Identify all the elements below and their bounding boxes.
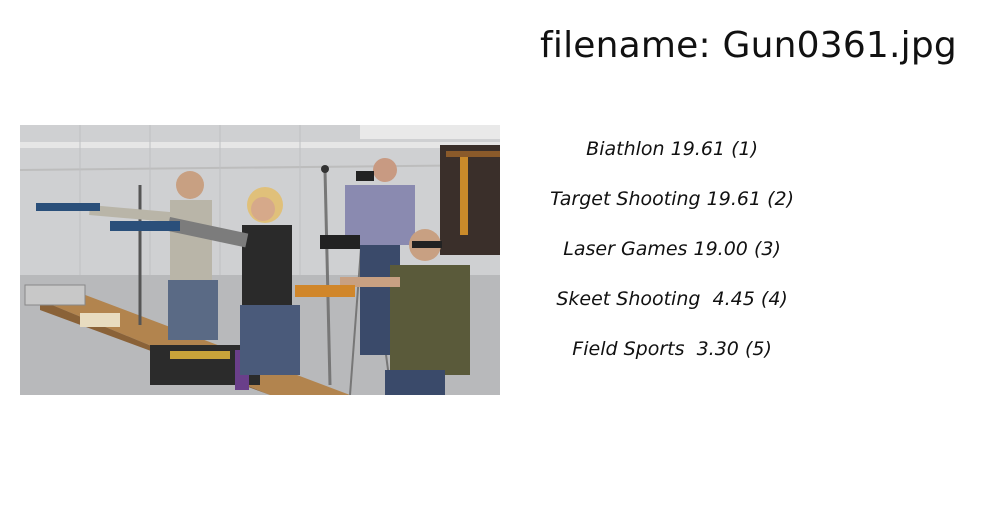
prediction-label: Skeet Shooting — [556, 288, 701, 310]
photo — [20, 125, 500, 395]
prediction-score: 4.45 — [706, 288, 755, 310]
prediction-item: Laser Games 19.00 (3) — [520, 198, 800, 260]
prediction-rank: (3) — [753, 238, 781, 260]
prediction-score: 19.61 — [670, 138, 726, 160]
prediction-score: 19.61 — [706, 188, 762, 210]
prediction-rank: (4) — [760, 288, 788, 310]
prediction-rank: (5) — [744, 338, 772, 360]
prediction-label: Biathlon — [586, 138, 665, 160]
shooting-range-photo — [20, 125, 500, 395]
prediction-item: Target Shooting 19.61 (2) — [520, 148, 800, 210]
prediction-label: Target Shooting — [550, 188, 701, 210]
prediction-item: Field Sports 3.30 (5) — [520, 298, 800, 360]
prediction-label: Field Sports — [572, 338, 685, 360]
filename-title: filename: Gun0361.jpg — [540, 25, 957, 66]
prediction-rank: (2) — [767, 188, 795, 210]
prediction-rank: (1) — [731, 138, 758, 160]
prediction-item: Skeet Shooting 4.45 (4) — [520, 248, 800, 310]
prediction-score: 3.30 — [690, 338, 739, 360]
prediction-list: Biathlon 19.61 (1) Target Shooting 19.61… — [520, 98, 800, 360]
prediction-score: 19.00 — [693, 238, 748, 260]
prediction-label: Laser Games — [563, 238, 688, 260]
prediction-item: Biathlon 19.61 (1) — [520, 98, 800, 160]
